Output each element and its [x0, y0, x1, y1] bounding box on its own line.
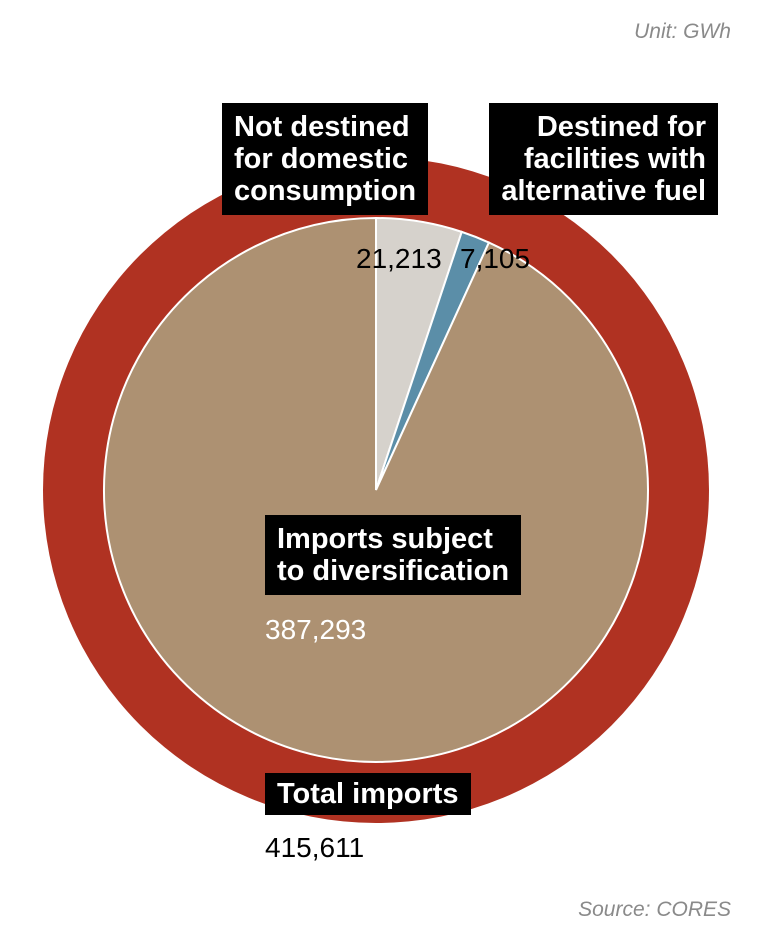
- category-label: Imports subject to diversification: [265, 515, 522, 595]
- source-note: Source: CORES: [578, 898, 731, 921]
- pie-slice: [103, 216, 649, 763]
- total-value-label: 415,611: [265, 832, 365, 863]
- value-label: 7,105: [460, 243, 531, 274]
- category-label: Not destined for domestic consumption: [222, 103, 429, 215]
- value-label: 387,293: [265, 614, 367, 645]
- value-label: 21,213: [356, 243, 442, 274]
- category-label: Destined for facilities with alternative…: [489, 103, 718, 215]
- unit-note: Unit: GWh: [634, 20, 731, 43]
- total-label: Total imports: [265, 773, 471, 815]
